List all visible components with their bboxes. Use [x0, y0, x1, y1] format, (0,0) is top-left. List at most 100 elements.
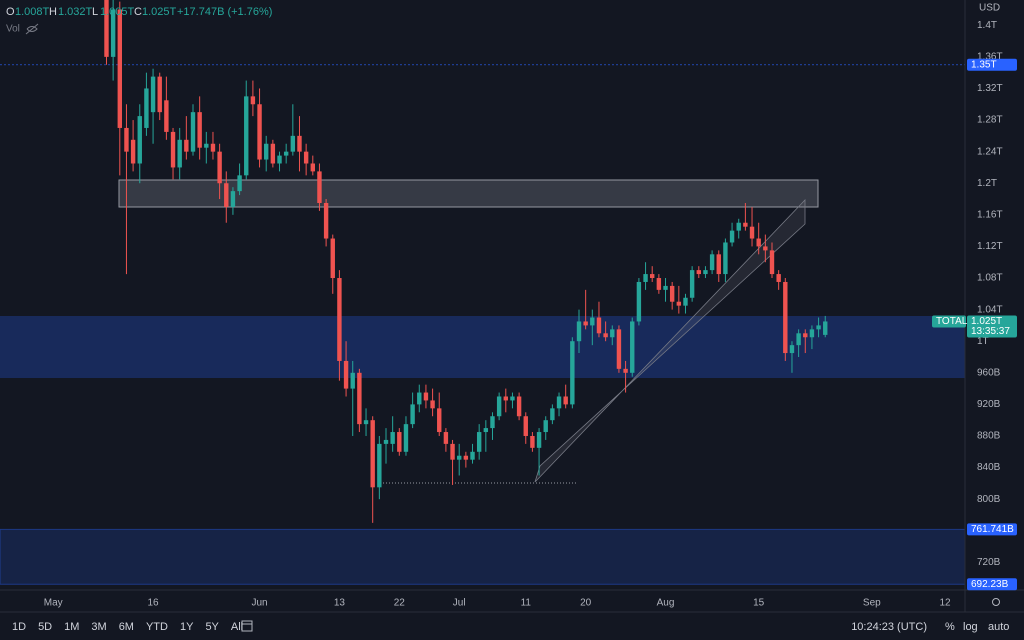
- candle-body: [630, 321, 635, 373]
- candle-body: [463, 455, 469, 460]
- y-tick-label: 1.08T: [977, 273, 1003, 284]
- last-price-label: 1.025T: [971, 316, 1002, 327]
- y-tick-label: 720B: [977, 557, 1001, 568]
- candle-body: [650, 274, 655, 279]
- candle-body: [543, 420, 548, 433]
- candle-body: [437, 408, 442, 433]
- candle-body: [490, 416, 495, 429]
- range-button[interactable]: 5Y: [205, 621, 219, 633]
- h-key: H: [49, 6, 57, 18]
- candle-body: [663, 285, 668, 290]
- candle-body: [257, 104, 262, 160]
- y-tick-label: 960B: [977, 367, 1001, 378]
- candle-body: [204, 143, 209, 148]
- y-tick-label: 1.32T: [977, 83, 1003, 94]
- candle-body: [350, 372, 355, 389]
- candle-body: [689, 270, 695, 298]
- candle-body: [357, 372, 362, 425]
- y-tick-label: 1.2T: [977, 178, 997, 189]
- candle-body: [516, 396, 522, 417]
- candle-body: [184, 139, 189, 152]
- candle-body: [250, 96, 256, 105]
- candle-body: [616, 329, 622, 369]
- candle-body: [117, 9, 122, 128]
- candle-body: [277, 155, 282, 164]
- candle-body: [217, 151, 222, 184]
- symbol-label: TOTAL: [936, 316, 968, 327]
- range-button[interactable]: 3M: [91, 621, 106, 633]
- x-tick-label: 22: [394, 598, 406, 609]
- level-tag: [967, 523, 1017, 536]
- calendar-icon[interactable]: [241, 620, 253, 632]
- candle-body: [623, 368, 628, 373]
- candle-body: [130, 139, 136, 164]
- candle-body: [683, 297, 688, 306]
- auto-button[interactable]: auto: [988, 621, 1009, 633]
- candle-body: [144, 88, 149, 128]
- candle-body: [563, 396, 568, 405]
- settings-icon[interactable]: [992, 598, 1000, 606]
- log-button[interactable]: log: [963, 621, 978, 633]
- x-tick-label: Jul: [453, 598, 466, 609]
- range-button[interactable]: All: [231, 621, 243, 633]
- x-tick-label: 20: [580, 598, 592, 609]
- candle-body: [210, 143, 216, 152]
- candle-body: [556, 396, 562, 409]
- candle-body: [177, 139, 182, 168]
- candle-body: [590, 317, 595, 326]
- range-button[interactable]: 5D: [38, 621, 52, 633]
- candle-body: [150, 76, 156, 113]
- candle-body: [363, 420, 369, 425]
- open-value: 1.008T: [15, 6, 50, 18]
- range-button[interactable]: 1Y: [180, 621, 194, 633]
- candle-body: [483, 428, 489, 433]
- volume-label[interactable]: Vol: [6, 24, 20, 35]
- candle-body: [337, 278, 342, 361]
- y-tick-label: 1.12T: [977, 241, 1003, 252]
- candle-body: [310, 163, 315, 172]
- candle-body: [317, 171, 322, 203]
- hide-icon[interactable]: [25, 23, 39, 35]
- candle-body: [763, 246, 768, 251]
- candle-body: [643, 274, 648, 282]
- range-button[interactable]: 1D: [12, 621, 26, 633]
- candle-body: [656, 278, 662, 290]
- x-tick-label: 13: [334, 598, 346, 609]
- change-value: +17.747B (+1.76%): [177, 6, 272, 18]
- countdown: 13:35:37: [971, 326, 1010, 337]
- candle-body: [596, 317, 602, 334]
- y-tick-label: 1.24T: [977, 146, 1003, 157]
- percent-button[interactable]: %: [945, 621, 955, 633]
- candle-body: [743, 222, 748, 227]
- candle-body: [197, 112, 202, 148]
- candle-body: [669, 285, 675, 302]
- candle-body: [157, 76, 162, 113]
- support-zone: [0, 316, 965, 378]
- candle-body: [576, 321, 582, 342]
- candle-body: [190, 112, 196, 152]
- candle-body: [283, 151, 289, 156]
- x-tick-label: Sep: [863, 598, 881, 609]
- candle-body: [264, 143, 269, 160]
- candle-body: [709, 254, 715, 271]
- candle-body: [397, 432, 402, 452]
- range-button[interactable]: 6M: [119, 621, 134, 633]
- c-key: C: [134, 6, 142, 18]
- y-tick-label: 880B: [977, 431, 1001, 442]
- range-button[interactable]: 1M: [64, 621, 79, 633]
- y-tick-label: 1.16T: [977, 209, 1003, 220]
- candle-body: [603, 333, 608, 338]
- low-value: 1.005T: [100, 6, 135, 18]
- candle-body: [756, 238, 761, 247]
- resistance-zone: [118, 179, 819, 208]
- y-tick-label: 920B: [977, 399, 1001, 410]
- candle-body: [457, 455, 462, 460]
- candle-body: [430, 400, 435, 409]
- candle-body: [550, 408, 555, 421]
- candle-body: [224, 183, 229, 207]
- level-label: 1.35T: [971, 59, 997, 70]
- y-tick-label: 1.04T: [977, 304, 1003, 315]
- candle-body: [290, 135, 296, 152]
- range-button[interactable]: YTD: [146, 621, 168, 633]
